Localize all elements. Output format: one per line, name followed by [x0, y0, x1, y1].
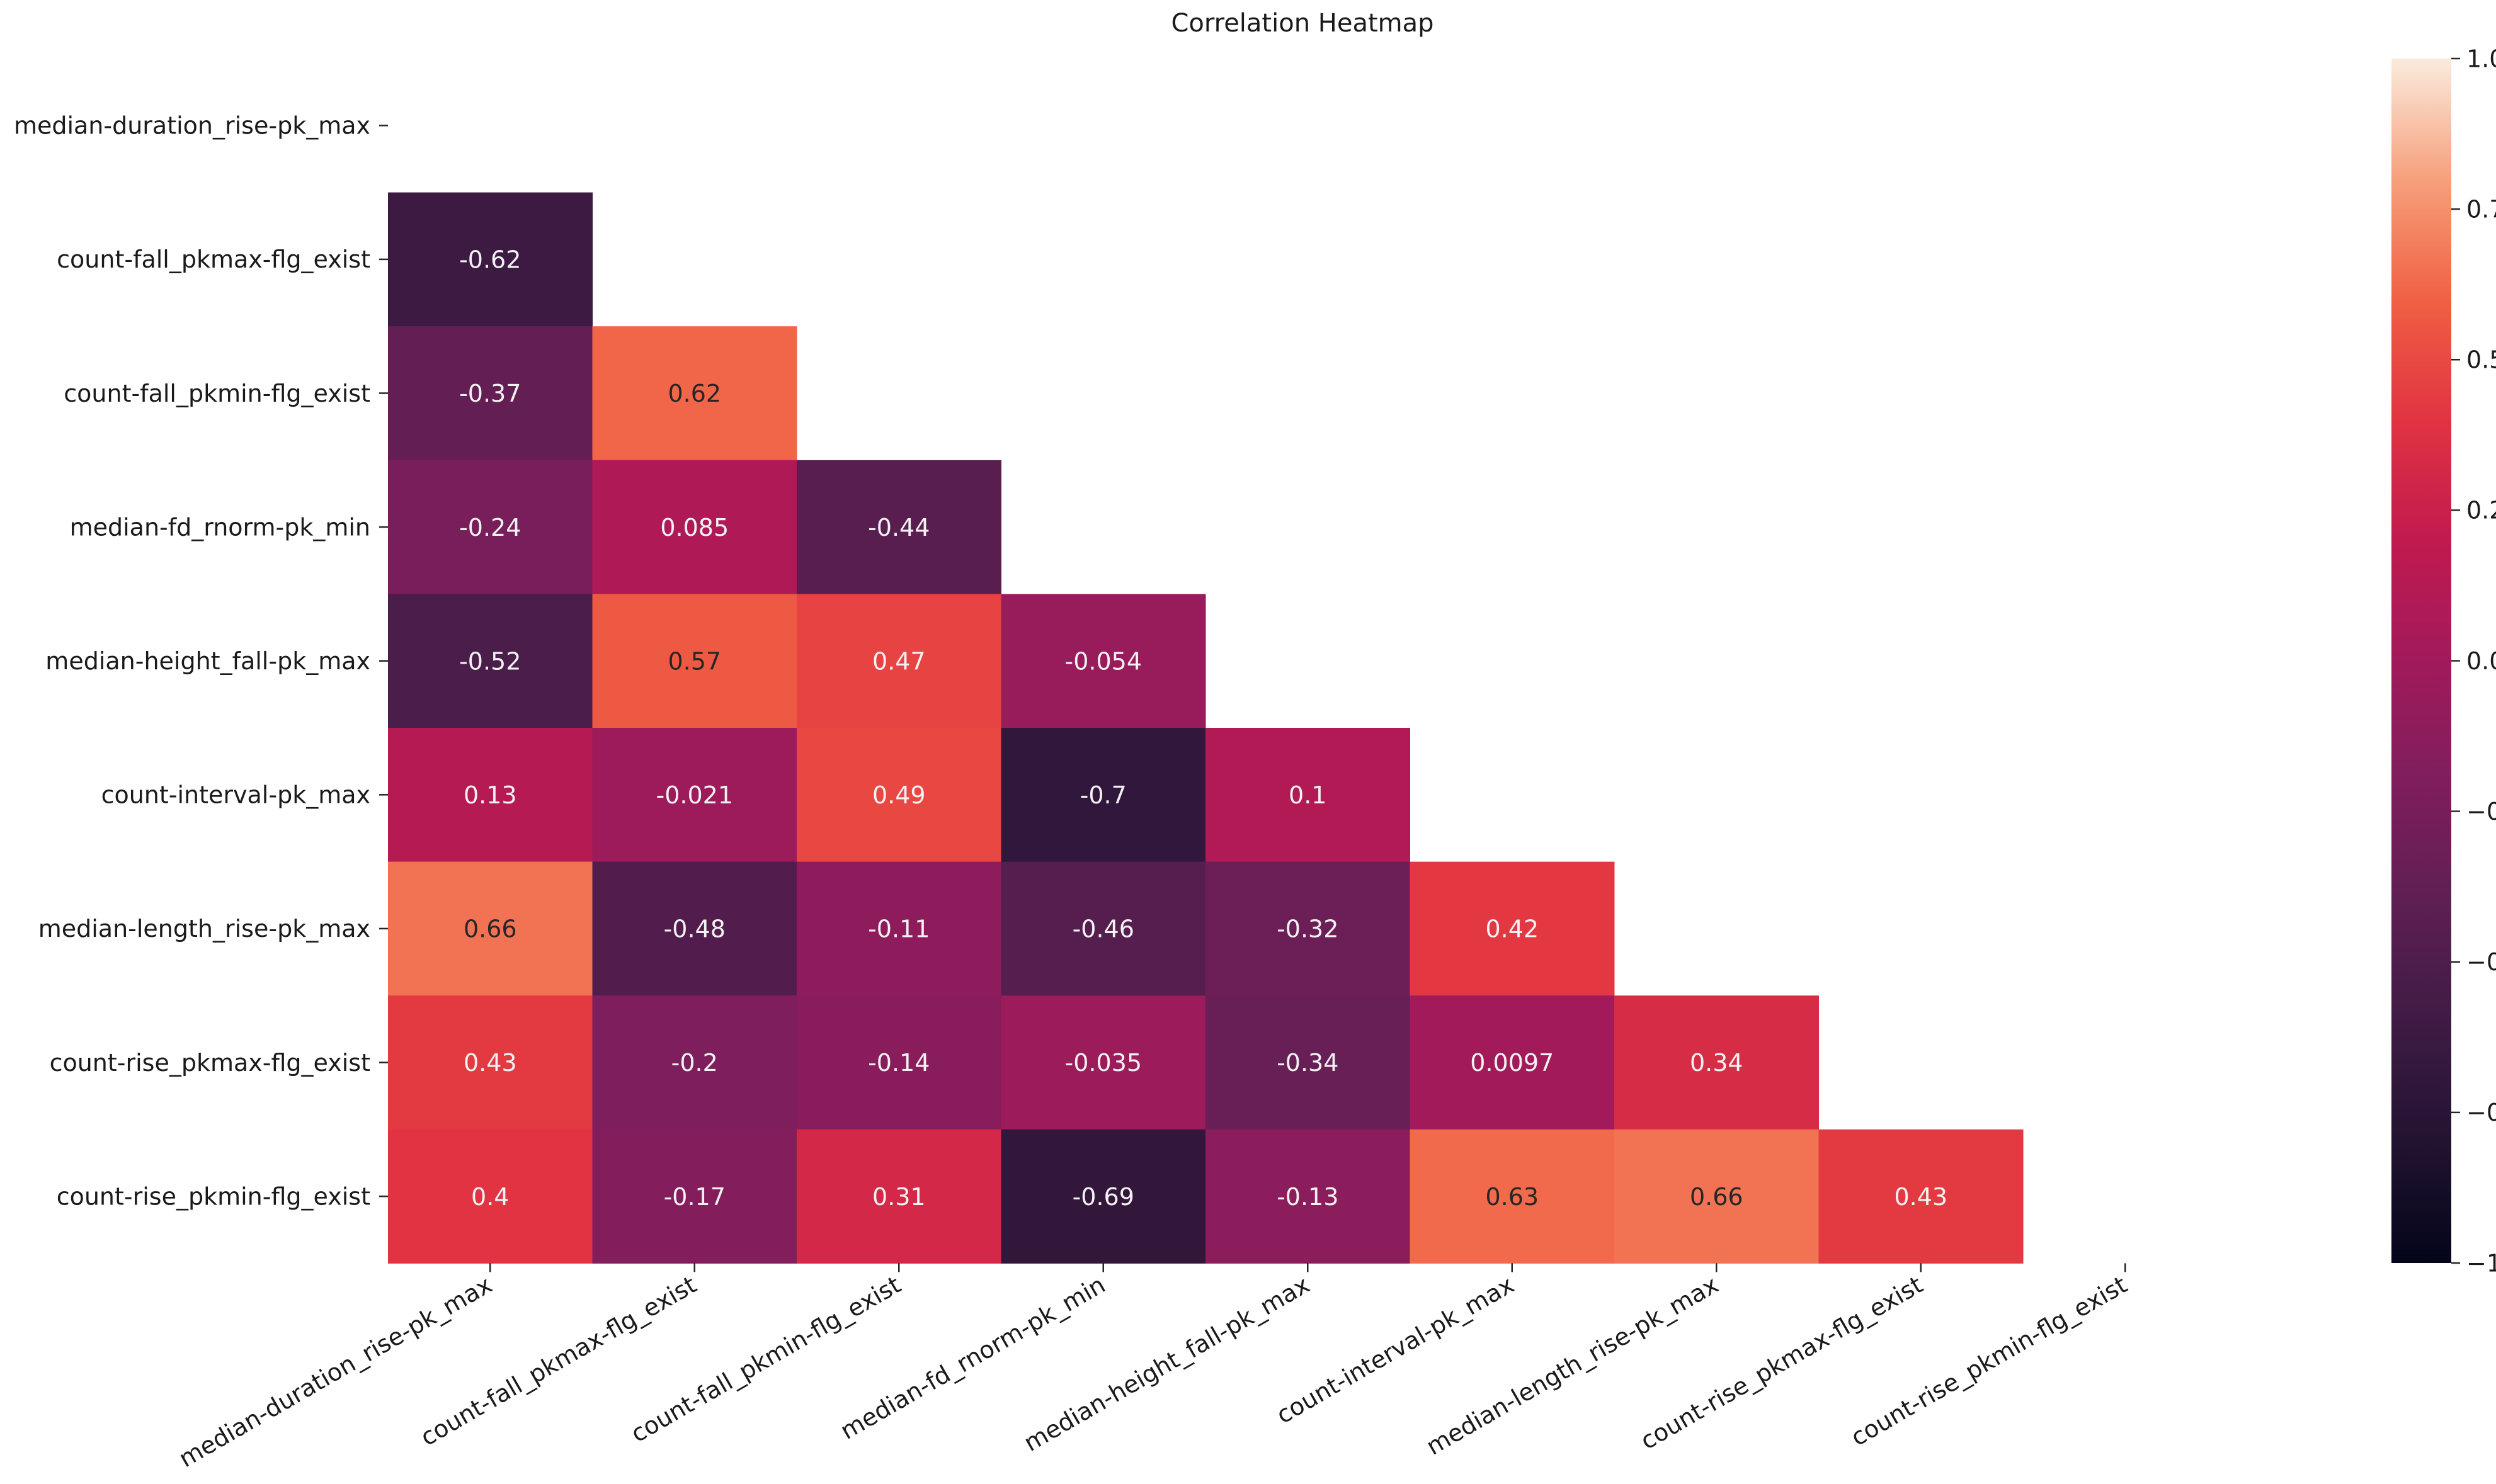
heatmap-cell-label: 0.0097	[1470, 1049, 1554, 1077]
heatmap-cell	[592, 1129, 797, 1264]
heatmap-cell	[1410, 861, 1615, 996]
chart-title: Correlation Heatmap	[1171, 9, 1433, 38]
heatmap-cell	[797, 460, 1001, 594]
heatmap-cell	[592, 861, 797, 996]
x-tick-label: median-duration_rise-pk_max	[174, 1271, 497, 1473]
heatmap-cell	[388, 192, 593, 327]
heatmap-cell-label: 0.63	[1485, 1183, 1539, 1211]
heatmap-cell-label: 0.34	[1690, 1049, 1743, 1077]
heatmap-cell-label: -0.11	[868, 915, 930, 943]
heatmap-cell-label: 0.66	[1690, 1183, 1743, 1211]
y-tick-label: count-interval-pk_max	[101, 781, 370, 809]
heatmap-cell	[1818, 1129, 2024, 1264]
heatmap-cell	[1205, 1129, 1410, 1264]
heatmap-cell-label: -0.69	[1073, 1183, 1134, 1211]
colorbar-tick-label: −0.75	[2466, 1099, 2496, 1126]
heatmap-cell	[388, 594, 593, 728]
y-tick-label: count-fall_pkmin-flg_exist	[64, 380, 370, 407]
heatmap-cell-label: 0.085	[660, 514, 729, 541]
heatmap-cell	[592, 995, 797, 1130]
heatmap-cell-label: -0.24	[459, 514, 521, 541]
heatmap-cell-label: 0.1	[1289, 781, 1326, 809]
heatmap-cell-label: -0.46	[1073, 915, 1134, 943]
heatmap-cell	[797, 995, 1001, 1130]
heatmap-cell	[797, 861, 1001, 996]
heatmap-cell-label: -0.14	[868, 1049, 930, 1077]
heatmap-cell-label: -0.17	[664, 1183, 726, 1211]
heatmap-cell-label: 0.47	[872, 647, 926, 675]
heatmap-cell	[1001, 728, 1206, 863]
y-tick-label: count-rise_pkmax-flg_exist	[50, 1049, 370, 1077]
heatmap-cell-label: -0.32	[1277, 915, 1338, 943]
heatmap-cell	[388, 460, 593, 594]
heatmap-cell	[1614, 1129, 1819, 1264]
heatmap-cell-label: -0.054	[1065, 647, 1143, 675]
heatmap-cell-label: 0.42	[1485, 915, 1539, 943]
heatmap-cell-label: -0.021	[656, 781, 734, 809]
y-tick-label: median-length_rise-pk_max	[38, 915, 370, 943]
heatmap-cell-label: 0.57	[668, 647, 721, 675]
heatmap-cell	[1205, 728, 1410, 863]
heatmap-cell-label: -0.13	[1277, 1183, 1338, 1211]
heatmap-cell-label: 0.13	[464, 781, 517, 809]
heatmap-cell-label: -0.34	[1277, 1049, 1338, 1077]
y-tick-label: median-duration_rise-pk_max	[14, 112, 370, 140]
heatmap-cell-label: -0.2	[671, 1049, 718, 1077]
colorbar-gradient	[2391, 59, 2451, 1263]
y-tick-label: median-height_fall-pk_max	[45, 647, 370, 675]
heatmap-cell	[797, 728, 1001, 863]
heatmap-cell-label: 0.43	[464, 1049, 517, 1077]
colorbar: 1.00 0.75 0.50 0.25 0.00 −0.25 −0.50 −0.75 −1.00	[2391, 45, 2496, 1277]
heatmap-cell-label: -0.44	[868, 514, 930, 541]
y-tick-label: median-fd_rnorm-pk_min	[70, 513, 370, 541]
heatmap-cell	[388, 326, 593, 461]
colorbar-tick-label: 0.00	[2466, 647, 2496, 675]
heatmap-cell-label: 0.66	[464, 915, 517, 943]
heatmap-cell-label: 0.62	[668, 380, 721, 407]
heatmap-cell	[1001, 861, 1206, 996]
colorbar-tick-label: 1.00	[2466, 45, 2496, 72]
heatmap-cell	[1001, 1129, 1206, 1264]
heatmap-cell	[1410, 995, 1615, 1130]
heatmap-cell	[797, 1129, 1001, 1264]
colorbar-tick-label: −0.25	[2466, 798, 2496, 825]
heatmap-cell	[388, 861, 593, 996]
heatmap-cell-label: -0.035	[1065, 1049, 1143, 1077]
colorbar-tick-label: −1.00	[2466, 1249, 2496, 1277]
heatmap-cell	[1205, 861, 1410, 996]
colorbar-tick-label: 0.50	[2466, 346, 2496, 374]
heatmap-cell	[388, 728, 593, 863]
heatmap-cell	[388, 995, 593, 1130]
heatmap-cell	[592, 326, 797, 461]
heatmap-cell	[1205, 995, 1410, 1130]
heatmap-cell	[592, 728, 797, 863]
heatmap-cell	[1001, 995, 1206, 1130]
heatmap-cell	[797, 594, 1001, 728]
colorbar-tick-label: 0.25	[2466, 497, 2496, 524]
heatmap-cell	[1614, 995, 1819, 1130]
heatmap-cell-label: 0.49	[872, 781, 926, 809]
heatmap-cell-label: -0.62	[459, 246, 521, 274]
heatmap-cell	[388, 1129, 593, 1264]
heatmap-cell-label: -0.48	[664, 915, 726, 943]
heatmap-cell-label: 0.31	[872, 1183, 926, 1211]
y-tick-label: count-fall_pkmax-flg_exist	[57, 246, 370, 273]
heatmap-cell	[592, 460, 797, 594]
heatmap-cell-label: -0.37	[459, 380, 521, 407]
heatmap-cell-label: -0.7	[1080, 781, 1127, 809]
heatmap-cell	[592, 594, 797, 728]
heatmap-cell	[1410, 1129, 1615, 1264]
y-tick-label: count-rise_pkmin-flg_exist	[57, 1182, 370, 1210]
heatmap-cell-label: 0.4	[471, 1183, 509, 1211]
colorbar-tick-label: 0.75	[2466, 195, 2496, 223]
heatmap-cell-label: -0.52	[459, 647, 521, 675]
colorbar-tick-label: −0.50	[2466, 948, 2496, 976]
heatmap-cell	[1001, 594, 1206, 728]
heatmap-cell-label: 0.43	[1894, 1183, 1947, 1211]
